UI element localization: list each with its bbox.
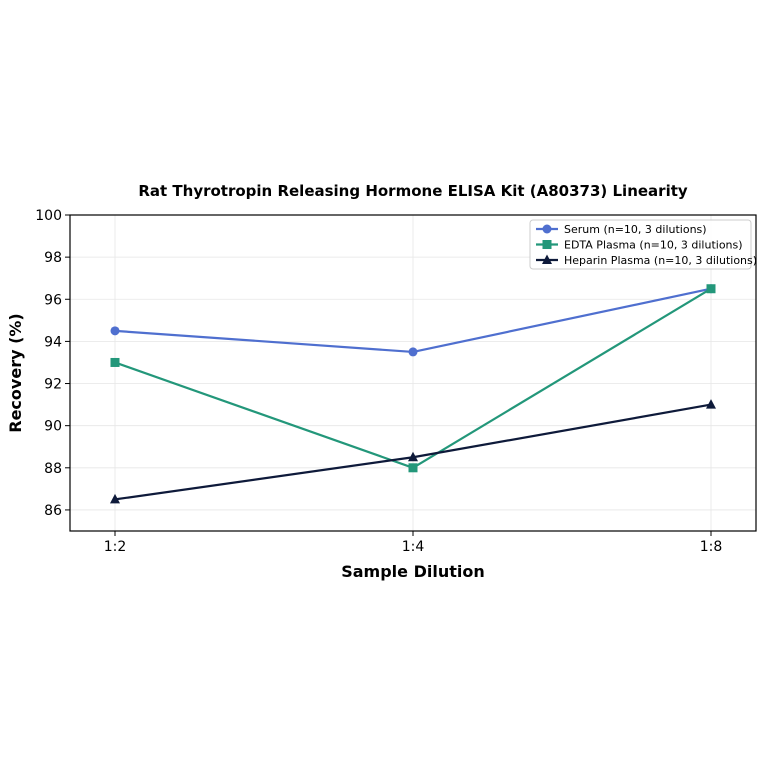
y-axis-label: Recovery (%) — [6, 313, 25, 432]
y-tick-label: 86 — [44, 503, 62, 519]
x-tick-label: 1:8 — [700, 539, 723, 555]
y-tick-label: 100 — [35, 208, 62, 224]
y-tick-label: 90 — [44, 419, 62, 435]
data-point — [110, 357, 120, 367]
x-tick-label: 1:4 — [402, 539, 425, 555]
x-axis-label: Sample Dilution — [341, 562, 485, 581]
data-point — [408, 347, 418, 357]
data-point — [706, 284, 716, 294]
data-point — [408, 463, 418, 473]
y-tick-label: 96 — [44, 292, 62, 308]
data-point — [110, 326, 120, 336]
legend-label: Heparin Plasma (n=10, 3 dilutions) — [564, 254, 757, 267]
legend-entry: Heparin Plasma (n=10, 3 dilutions) — [536, 254, 757, 267]
y-tick-label: 98 — [44, 250, 62, 266]
legend-marker — [542, 254, 552, 264]
legend-box — [529, 219, 752, 270]
chart-title: Rat Thyrotropin Releasing Hormone ELISA … — [138, 182, 688, 200]
y-tick-label: 92 — [44, 377, 62, 393]
axis-ticks: 86 88 90 92 94 96 98 100 1:2 1:4 1:8 — [35, 208, 722, 555]
series-layer — [110, 284, 716, 504]
legend-entry: EDTA Plasma (n=10, 3 dilutions) — [536, 239, 743, 252]
data-point — [408, 451, 418, 462]
data-point — [110, 493, 120, 504]
y-tick-label: 88 — [44, 461, 62, 477]
data-point — [706, 399, 716, 409]
legend-label: EDTA Plasma (n=10, 3 dilutions) — [564, 239, 743, 252]
legend-entry: Serum (n=10, 3 dilutions) — [536, 223, 707, 236]
series-2 — [110, 399, 716, 504]
legend: Serum (n=10, 3 dilutions) EDTA Plasma (n=… — [529, 219, 757, 270]
series-1 — [110, 284, 716, 473]
legend-marker — [542, 224, 552, 234]
legend-marker — [542, 240, 552, 249]
y-tick-label: 94 — [44, 334, 62, 350]
x-tick-label: 1:2 — [104, 539, 127, 555]
legend-label: Serum (n=10, 3 dilutions) — [564, 223, 707, 236]
